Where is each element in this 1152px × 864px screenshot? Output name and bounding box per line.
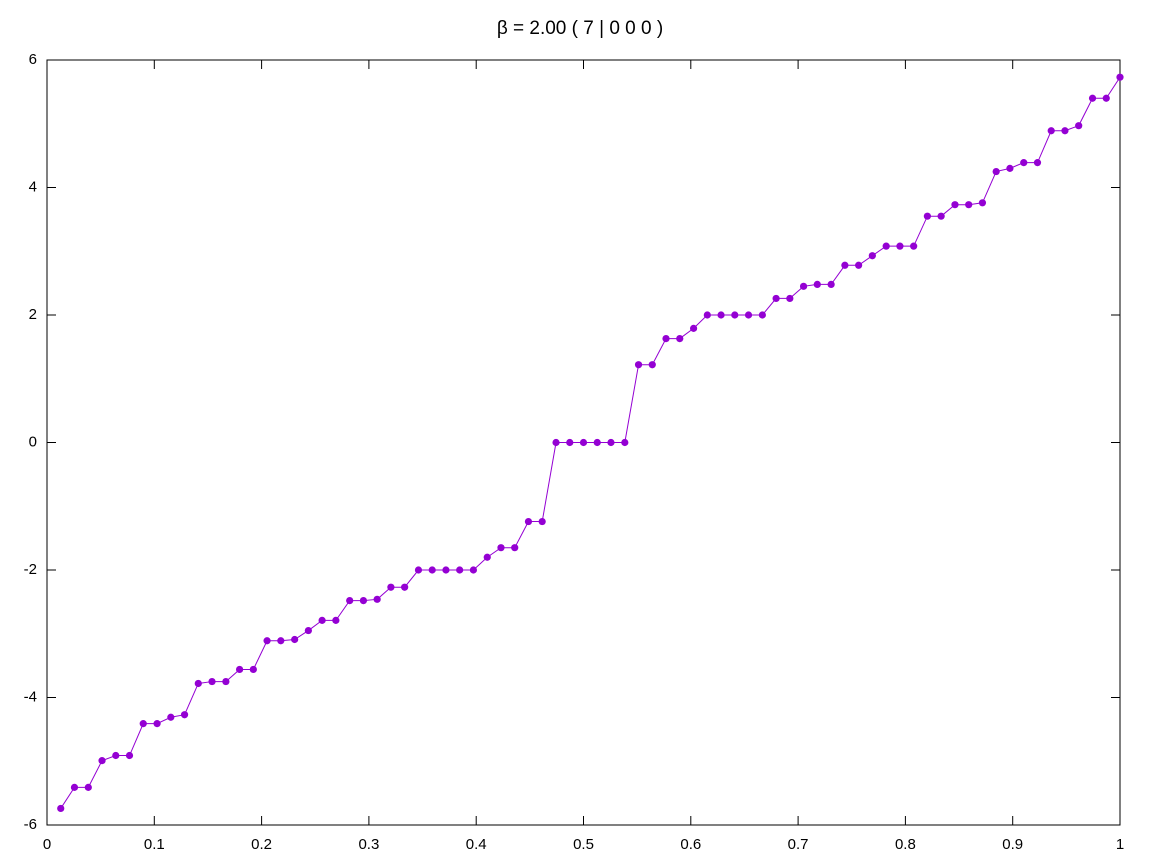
data-point xyxy=(167,713,175,721)
y-tick-label: -4 xyxy=(24,688,37,705)
data-point xyxy=(125,751,134,760)
data-point xyxy=(744,311,753,319)
data-point xyxy=(497,544,505,552)
data-point xyxy=(992,167,1000,176)
data-point xyxy=(634,361,643,369)
data-point xyxy=(951,201,959,209)
data-point xyxy=(538,517,546,526)
data-point xyxy=(401,583,409,591)
x-tick-label: 0.6 xyxy=(680,836,701,853)
data-point xyxy=(978,199,987,207)
data-point xyxy=(373,595,381,603)
data-point xyxy=(758,311,766,319)
chart-title: β = 2.00 ( 7 | 0 0 0 ) xyxy=(497,18,663,39)
data-point xyxy=(731,311,739,319)
y-tick-label: 2 xyxy=(29,306,37,323)
data-point xyxy=(648,361,656,369)
data-point xyxy=(607,438,615,447)
data-point xyxy=(868,252,876,260)
data-point xyxy=(786,294,794,303)
data-point xyxy=(1116,73,1124,81)
data-point xyxy=(469,566,478,574)
x-tick-label: 0.1 xyxy=(144,836,165,853)
data-point xyxy=(896,242,904,250)
x-tick-label: 0.2 xyxy=(251,836,272,853)
data-point xyxy=(524,517,533,526)
data-point xyxy=(813,280,821,288)
data-point xyxy=(772,294,780,303)
data-point xyxy=(180,711,189,719)
data-point xyxy=(593,438,601,447)
data-point xyxy=(318,616,326,624)
data-point xyxy=(153,720,161,728)
data-point xyxy=(1088,94,1097,102)
data-point xyxy=(676,334,684,343)
data-point xyxy=(841,261,849,269)
data-point xyxy=(965,201,973,209)
x-tick-label: 0.7 xyxy=(788,836,809,853)
data-point xyxy=(1047,127,1055,135)
data-point xyxy=(414,566,423,574)
data-point xyxy=(57,804,65,813)
data-point xyxy=(359,597,368,605)
data-point xyxy=(937,212,945,220)
data-point xyxy=(249,665,257,674)
x-tick-label: 0.3 xyxy=(358,836,379,853)
data-point xyxy=(1006,164,1014,172)
data-point xyxy=(621,438,629,447)
data-point xyxy=(552,438,560,447)
x-tick-label: 0 xyxy=(43,836,51,853)
data-point xyxy=(112,751,120,760)
data-point xyxy=(855,261,863,269)
data-point xyxy=(236,665,244,674)
data-point xyxy=(84,783,92,791)
data-point xyxy=(662,334,670,343)
data-point xyxy=(208,677,216,686)
data-point xyxy=(717,311,725,319)
data-point xyxy=(483,553,491,561)
x-tick-label: 0.8 xyxy=(895,836,916,853)
data-point xyxy=(428,566,436,574)
data-point xyxy=(910,242,918,250)
y-tick-label: 6 xyxy=(29,51,37,68)
data-point xyxy=(332,616,340,624)
data-point xyxy=(827,280,835,288)
data-point xyxy=(689,324,698,332)
data-point xyxy=(579,438,588,447)
data-point xyxy=(139,720,147,728)
data-point xyxy=(263,637,271,645)
data-point xyxy=(70,783,79,791)
y-tick-label: -6 xyxy=(24,816,37,833)
data-point xyxy=(799,282,808,290)
data-point xyxy=(346,597,354,605)
y-tick-label: 4 xyxy=(29,178,37,195)
data-point xyxy=(923,212,931,220)
data-point xyxy=(1075,122,1083,130)
y-tick-label: 0 xyxy=(29,433,37,450)
data-point xyxy=(98,757,106,765)
data-point xyxy=(387,583,395,591)
x-tick-label: 0.4 xyxy=(466,836,487,853)
data-point xyxy=(1033,159,1042,167)
data-point xyxy=(566,438,574,447)
data-point xyxy=(277,637,285,645)
y-tick-label: -2 xyxy=(24,561,37,578)
data-point xyxy=(442,566,450,574)
data-point xyxy=(703,311,711,319)
x-tick-label: 1 xyxy=(1116,836,1124,853)
data-point xyxy=(304,626,312,635)
x-tick-label: 0.9 xyxy=(1002,836,1023,853)
data-point xyxy=(291,635,299,644)
data-point xyxy=(1102,94,1110,102)
data-point xyxy=(1061,127,1069,135)
data-point xyxy=(456,566,464,574)
data-point xyxy=(511,544,519,552)
data-point xyxy=(882,242,890,250)
data-point xyxy=(222,677,230,686)
data-point xyxy=(194,679,202,688)
x-tick-label: 0.5 xyxy=(573,836,594,853)
data-point xyxy=(1020,159,1028,167)
